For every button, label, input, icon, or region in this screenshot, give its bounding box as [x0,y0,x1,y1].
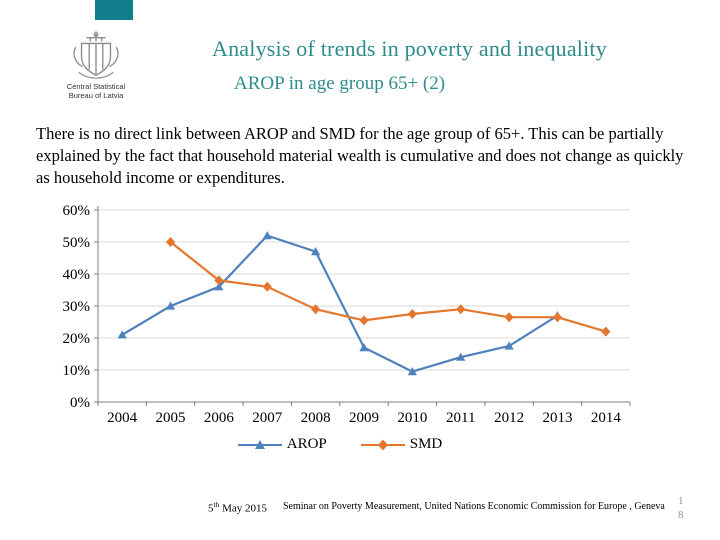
svg-text:60%: 60% [63,203,91,219]
svg-text:2008: 2008 [301,410,331,426]
smd-line-marker-icon [360,439,405,451]
svg-text:30%: 30% [63,299,91,315]
svg-text:2006: 2006 [204,410,235,426]
csb-latvia-logo: Central Statistical Bureau of Latvia [50,28,142,100]
svg-text:2013: 2013 [542,410,572,426]
chart-plot-area: 0% 10% 20% 30% 40% 50% 60% 2004 2005 2006 2007 2008… [63,203,631,426]
svg-text:0%: 0% [70,395,90,411]
teal-accent-bar [95,0,133,20]
coat-of-arms-icon [50,28,142,82]
line-chart: 0% 10% 20% 30% 40% 50% 60% 2004 2005 2006 2007 2008… [40,198,640,453]
slide-subtitle: AROP in age group 65+ (2) [234,73,446,94]
svg-text:2010: 2010 [397,410,427,426]
svg-text:10%: 10% [63,363,91,379]
svg-text:2005: 2005 [156,410,186,426]
arop-line-marker-icon [237,439,282,451]
body-paragraph: There is no direct link between AROP and… [36,124,684,187]
svg-text:2009: 2009 [349,410,379,426]
svg-text:2014: 2014 [591,410,622,426]
legend-label-smd: SMD [409,436,443,452]
legend-label-arop: AROP [286,436,327,452]
svg-text:2012: 2012 [494,410,524,426]
footer-date-rest: May 2015 [219,502,268,515]
footer-seminar-text: Seminar on Poverty Measurement, United N… [283,501,665,512]
page-number: 1 8 [678,495,684,523]
svg-text:2011: 2011 [446,410,475,426]
page-number-digit-2: 8 [678,508,684,521]
footer-date-ordinal: th [213,500,220,509]
svg-text:40%: 40% [63,267,91,283]
legend-item-smd: SMD [360,436,443,453]
legend-item-arop: AROP [237,436,327,453]
svg-text:50%: 50% [63,235,91,251]
slide-title: Analysis of trends in poverty and inequa… [212,36,607,61]
svg-text:2004: 2004 [107,410,138,426]
logo-org-name-line2: Bureau of Latvia [68,91,124,100]
svg-text:2007: 2007 [252,410,283,426]
page-number-digit-1: 1 [678,495,684,507]
svg-text:20%: 20% [63,331,91,347]
footer-date-day: 5 [208,502,214,515]
footer-date: 5th May 2015 [208,500,267,515]
chart-legend: AROP SMD [40,436,640,453]
logo-org-name-line1: Central Statistical [66,82,126,91]
